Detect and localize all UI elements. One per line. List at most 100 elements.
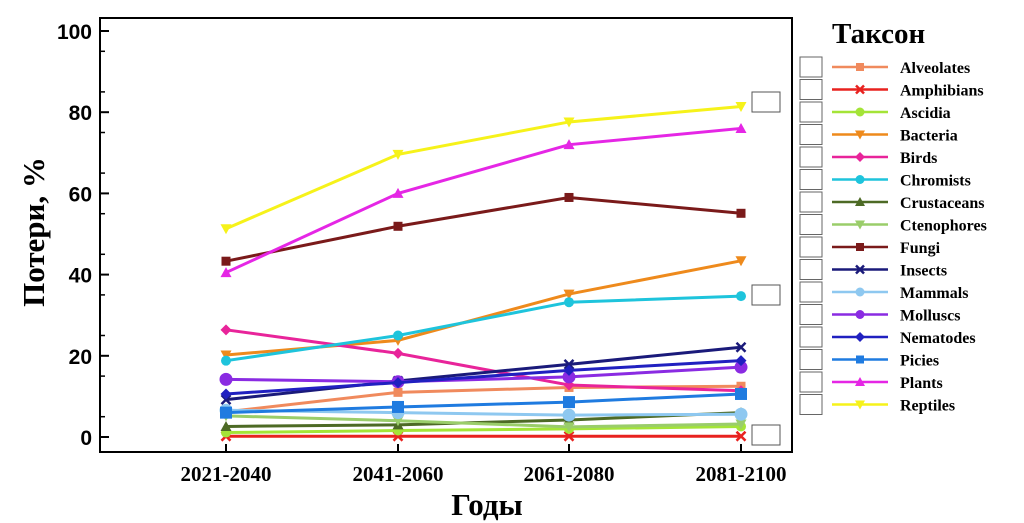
- x-tick-label: 2081-2100: [696, 462, 787, 486]
- data-point: [736, 208, 746, 218]
- y-tick-label: 100: [57, 21, 92, 44]
- legend-label: Insects: [900, 263, 947, 280]
- data-point: [735, 256, 747, 267]
- legend-item: Insects: [799, 259, 947, 280]
- legend-item: Ctenophores: [799, 214, 987, 235]
- taxon-icon: [799, 101, 823, 123]
- legend-item: Picies: [799, 349, 939, 370]
- data-point: [563, 364, 575, 376]
- data-point: [564, 297, 574, 308]
- series-nematodes: [220, 355, 747, 400]
- legend-item: Birds: [799, 146, 937, 168]
- data-point: [221, 256, 231, 266]
- x-tick-label: 2061-2080: [524, 462, 615, 486]
- legend-item: Nematodes: [799, 326, 976, 348]
- legend-item: Molluscs: [799, 304, 960, 325]
- legend-item: Alveolates: [799, 56, 970, 78]
- series-line: [225, 328, 742, 393]
- data-point: [220, 406, 232, 419]
- legend-swatch-marker: [855, 287, 865, 297]
- legend-item: Ascidia: [799, 101, 951, 123]
- data-point: [220, 350, 232, 361]
- taxon-icon: [799, 304, 823, 325]
- legend-label: Amphibians: [900, 83, 984, 100]
- series-layer: [219, 102, 748, 442]
- taxon-icon: [799, 394, 823, 415]
- series-plants: [220, 122, 747, 278]
- legend-title: Таксон: [832, 18, 926, 50]
- series-picies: [220, 387, 747, 419]
- taxon-icon: [799, 281, 823, 303]
- legend-swatch-marker: [855, 107, 865, 117]
- plot-frame: [99, 17, 793, 453]
- taxon-icon: [799, 349, 823, 370]
- series-line: [225, 105, 742, 231]
- legend-label: Crustaceans: [900, 195, 984, 212]
- series-line: [225, 359, 742, 396]
- legend-item: Bacteria: [799, 124, 958, 145]
- taxon-icon: [799, 214, 823, 235]
- y-tick-label: 40: [69, 265, 92, 288]
- series-chromists: [221, 291, 746, 366]
- data-point: [563, 289, 575, 300]
- data-point: [392, 187, 404, 198]
- legend-item: Mammals: [799, 281, 968, 303]
- taxon-icon: [799, 326, 823, 348]
- taxon-icon: [799, 146, 823, 168]
- legend-swatch-marker: [855, 377, 865, 386]
- series-molluscs: [219, 360, 748, 389]
- series-fungi: [221, 192, 746, 266]
- legend-item: Chromists: [799, 169, 971, 190]
- series-line: [225, 392, 742, 415]
- y-tick-label: 0: [80, 427, 92, 450]
- data-point: [392, 347, 404, 359]
- legend-item: Fungi: [799, 236, 941, 258]
- series-reptiles: [220, 102, 747, 235]
- data-point: [563, 396, 575, 409]
- data-point: [564, 192, 574, 202]
- legend-label: Alveolates: [900, 60, 970, 77]
- series-line: [225, 345, 742, 402]
- legend-swatch-marker: [855, 400, 865, 410]
- data-point: [735, 341, 747, 353]
- data-point: [562, 408, 576, 422]
- taxon-icon: [751, 91, 781, 113]
- x-tick-label: 2021-2040: [181, 462, 272, 486]
- legend-swatch-marker: [855, 197, 865, 206]
- data-point: [393, 387, 403, 397]
- y-axis-title: Потери, %: [16, 157, 51, 307]
- legend-label: Chromists: [900, 173, 971, 190]
- series-line: [225, 126, 742, 274]
- taxon-icon: [799, 124, 823, 145]
- legend-label: Nematodes: [900, 330, 976, 347]
- legend-item: Reptiles: [799, 394, 955, 415]
- data-point: [393, 330, 403, 341]
- taxon-icon: [751, 424, 781, 446]
- series-line: [225, 424, 742, 435]
- data-point: [220, 267, 232, 278]
- series-line: [225, 408, 742, 417]
- data-point: [220, 324, 232, 336]
- series-insects: [220, 341, 747, 406]
- taxon-icon: [799, 79, 823, 100]
- data-point: [563, 358, 575, 370]
- data-point: [735, 355, 747, 367]
- data-point: [735, 430, 747, 442]
- taxon-icon: [799, 259, 823, 280]
- data-point: [734, 407, 748, 421]
- legend-label: Ctenophores: [900, 218, 987, 235]
- y-tick-label: 20: [69, 346, 92, 369]
- data-point: [735, 419, 747, 430]
- taxon-icon: [799, 169, 823, 190]
- data-point: [392, 400, 404, 413]
- taxon-icon: [799, 371, 823, 393]
- legend-item: Crustaceans: [799, 191, 984, 213]
- x-tick-label: 2041-2060: [353, 462, 444, 486]
- x-axis-title: Годы: [451, 487, 523, 522]
- legend-swatch-marker: [856, 243, 864, 251]
- legend-swatch-marker: [855, 152, 865, 162]
- data-point: [734, 360, 748, 374]
- data-point: [735, 122, 747, 133]
- legend-swatch-marker: [856, 63, 864, 71]
